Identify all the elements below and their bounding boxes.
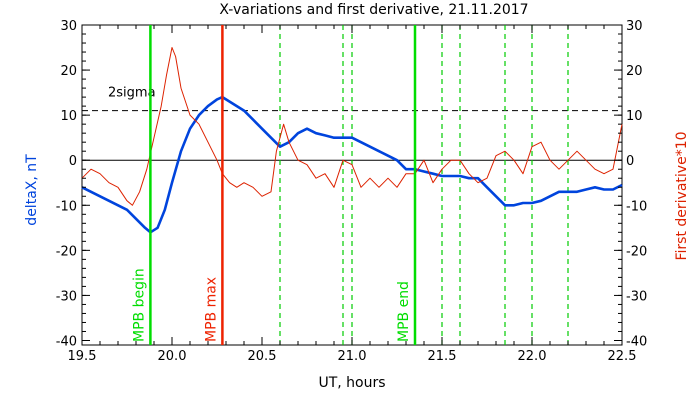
series-group [81, 47, 623, 234]
y-tick-label-right: 20 [626, 64, 643, 79]
x-axis-label: UT, hours [318, 375, 385, 391]
marker-label: MPB begin [131, 268, 147, 342]
y-axis-right-label: First derivative*10 [674, 131, 690, 260]
y-axis-left: 30 20 10 0 -10 -20 -30 -40 [56, 19, 90, 349]
y-axis-right: 30 20 10 0 -10 -20 -30 -40 [614, 19, 647, 349]
y-tick-label-right: 0 [626, 154, 634, 169]
x-tick-label: 22.5 [608, 349, 637, 364]
y-tick-label-left: -40 [56, 334, 77, 349]
dashed-marker-group [279, 25, 569, 345]
y-axis-left-label: deltaX, nT [24, 154, 40, 226]
y-tick-label-right: -20 [626, 244, 647, 259]
y-tick-label-left: -20 [56, 244, 77, 259]
x-tick-label: 22.0 [518, 349, 547, 364]
y-tick-label-left: 30 [60, 19, 77, 34]
x-tick-label: 20.5 [248, 349, 277, 364]
deltax-series-line [81, 95, 623, 234]
y-tick-label-right: -10 [626, 199, 647, 214]
x-tick-label: 21.5 [428, 349, 457, 364]
y-tick-label-right: 10 [626, 109, 643, 124]
marker-group: MPB begin MPB max MPB end [131, 25, 417, 345]
x-tick-label: 20.0 [158, 349, 187, 364]
x-tick-label: 21.0 [338, 349, 367, 364]
y-tick-label-left: 10 [60, 109, 77, 124]
chart-title: X-variations and first derivative, 21.11… [219, 2, 528, 18]
y-tick-label-right: 30 [626, 19, 643, 34]
y-tick-label-right: -40 [626, 334, 647, 349]
y-tick-label-left: -10 [56, 199, 77, 214]
threshold-label: 2sigma [108, 86, 156, 101]
marker-label: MPB end [396, 281, 412, 342]
y-tick-label-left: 0 [69, 154, 77, 169]
y-tick-label-right: -30 [626, 289, 647, 304]
y-tick-label-left: 20 [60, 64, 77, 79]
derivative-series-line [81, 47, 623, 206]
plot-area: 2sigma MPB begin MPB max MPB end [81, 24, 623, 346]
x-tick-label: 19.5 [68, 349, 97, 364]
x-axis: 19.5 20.0 20.5 21.0 21.5 22.0 22.5 [68, 25, 637, 364]
y-tick-label-left: -30 [56, 289, 77, 304]
marker-label: MPB max [203, 277, 219, 342]
